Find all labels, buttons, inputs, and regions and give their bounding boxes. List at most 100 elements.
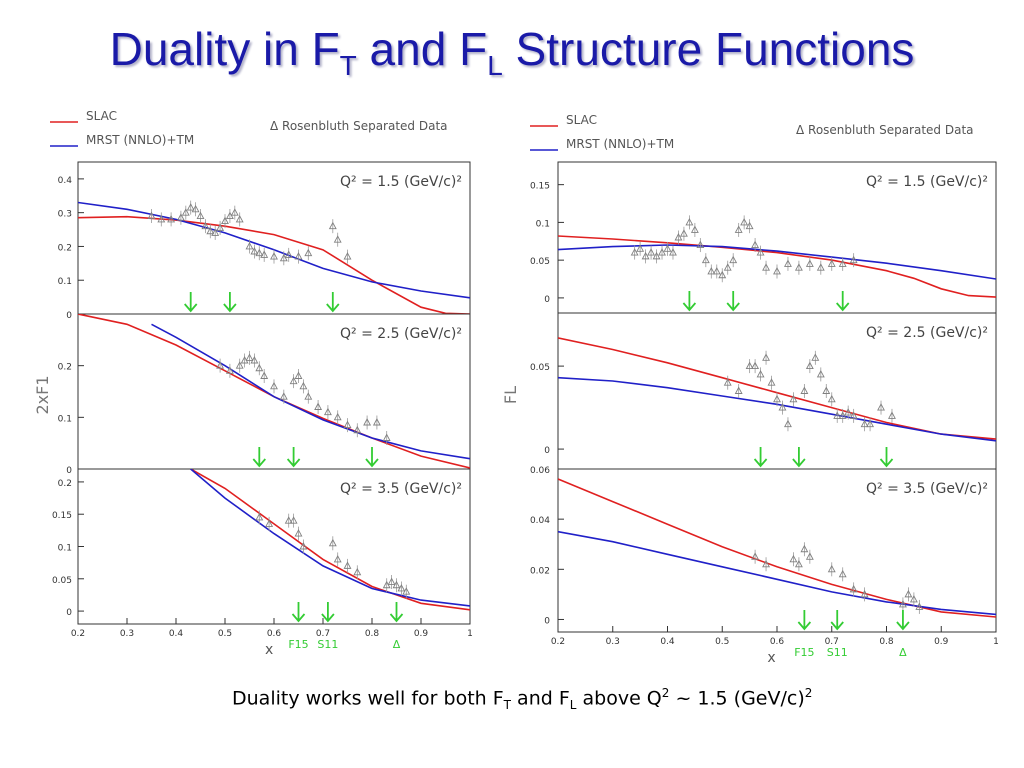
data-point — [333, 554, 342, 563]
resonance-label: F15 — [288, 638, 308, 651]
x-tick-label: 0.6 — [770, 637, 785, 647]
slac-curve — [78, 215, 470, 314]
data-point — [762, 353, 770, 361]
legend-mrst-label: MRST (NNLO)+TM — [566, 137, 674, 151]
resonance-arrow — [286, 447, 301, 468]
data-point — [289, 516, 298, 524]
data-point — [877, 403, 885, 411]
data-point — [265, 519, 274, 527]
data-point — [176, 213, 185, 221]
data-point — [827, 564, 836, 573]
data-point — [663, 244, 672, 252]
data-point — [343, 420, 352, 429]
data-point — [260, 371, 269, 379]
data-point — [397, 584, 406, 592]
data-point — [314, 402, 323, 410]
data-point — [767, 378, 776, 386]
data-point — [816, 263, 825, 271]
data-point — [696, 240, 705, 248]
resonance-arrow — [365, 447, 379, 468]
data-point — [211, 228, 220, 236]
data-point — [157, 214, 166, 223]
panel-label: Q² = 2.5 (GeV/c)² — [866, 325, 988, 341]
panel-label: Q² = 1.5 (GeV/c)² — [340, 174, 462, 190]
data-point — [844, 408, 853, 416]
data-point — [866, 419, 875, 428]
resonance-arrow — [879, 447, 894, 468]
data-point — [260, 250, 269, 258]
data-point — [299, 542, 308, 550]
data-point — [811, 353, 820, 361]
data-point — [888, 411, 896, 419]
data-point — [690, 225, 699, 233]
data-point — [630, 248, 639, 256]
y-tick-label: 0.02 — [530, 566, 550, 576]
data-point — [206, 226, 215, 235]
mrst-curve — [558, 376, 996, 442]
x-tick-label: 0.9 — [414, 629, 429, 639]
data-point — [641, 251, 650, 260]
resonance-label: S11 — [827, 646, 848, 659]
data-point — [230, 208, 239, 216]
data-point — [773, 267, 781, 275]
resonance-arrow — [830, 610, 844, 631]
data-point — [167, 214, 176, 223]
data-point — [718, 270, 727, 279]
x-tick-label: 0.9 — [934, 637, 949, 647]
y-tick-label: 0.15 — [52, 511, 72, 521]
y-tick-label: 0 — [66, 466, 72, 476]
x-tick-label: 1 — [993, 637, 999, 647]
data-point — [323, 407, 332, 416]
data-point — [343, 252, 352, 260]
data-point — [294, 529, 303, 537]
y-tick-label: 0.1 — [58, 414, 72, 424]
data-point — [723, 378, 732, 386]
data-point — [270, 381, 278, 390]
y-tick-label: 0.04 — [530, 516, 550, 526]
y-tick-label: 0.1 — [58, 544, 72, 554]
data-point — [756, 369, 765, 378]
data-point — [216, 361, 225, 369]
data-point — [756, 248, 765, 256]
x-axis-label: x — [767, 650, 775, 666]
y-tick-label: 0.06 — [530, 466, 550, 476]
data-point — [904, 589, 913, 598]
data-point — [387, 577, 396, 585]
data-point — [235, 214, 244, 223]
data-point — [805, 361, 814, 370]
y-tick-label: 0 — [544, 446, 550, 456]
data-point — [333, 235, 342, 243]
data-point — [392, 580, 401, 589]
resonance-label: Δ — [899, 646, 907, 659]
data-point — [363, 418, 372, 426]
x-tick-label: 0.5 — [218, 629, 232, 639]
resonance-arrow — [726, 291, 740, 312]
data-point — [827, 394, 836, 403]
data-point — [299, 381, 308, 390]
data-point — [734, 225, 743, 233]
resonance-arrow — [896, 610, 910, 631]
resonance-label: F15 — [794, 646, 814, 659]
data-point — [328, 221, 337, 230]
legend-slac-label: SLAC — [566, 113, 597, 127]
data-point — [745, 361, 754, 370]
slac-curve — [558, 337, 996, 440]
data-point — [860, 589, 869, 598]
mrst-curve — [190, 469, 470, 607]
data-point — [652, 251, 661, 260]
data-point — [225, 366, 234, 374]
data-point — [328, 538, 337, 547]
x-tick-label: 0.4 — [660, 637, 675, 647]
data-point — [289, 376, 298, 385]
data-point — [740, 217, 749, 226]
data-point — [751, 552, 760, 560]
data-point — [800, 386, 809, 394]
data-point — [270, 252, 278, 260]
data-point — [729, 255, 738, 264]
resonance-arrow — [836, 291, 850, 312]
data-point — [805, 552, 814, 560]
panel-label: Q² = 1.5 (GeV/c)² — [866, 174, 988, 190]
data-point — [751, 361, 760, 370]
resonance-arrow — [682, 291, 697, 312]
data-point — [343, 561, 352, 569]
